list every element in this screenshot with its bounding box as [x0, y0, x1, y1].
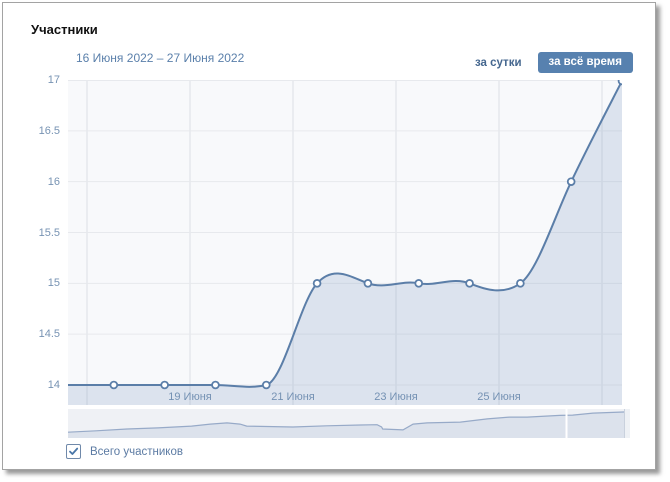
range-navigator[interactable]	[67, 409, 631, 438]
period-toolbar: за сутки за всё время	[473, 52, 633, 73]
per-day-tab[interactable]: за сутки	[473, 53, 524, 73]
total-members-checkbox[interactable]	[66, 444, 81, 459]
data-point[interactable]	[211, 380, 220, 390]
y-tick-label: 14	[47, 379, 60, 391]
data-point[interactable]	[363, 279, 373, 288]
data-point[interactable]	[516, 279, 525, 288]
y-tick-label: 16	[47, 175, 60, 188]
data-point[interactable]	[465, 279, 474, 288]
data-point[interactable]	[312, 279, 322, 288]
y-tick-label: 14.5	[38, 328, 60, 341]
navigator-handle[interactable]	[565, 409, 568, 438]
all-time-tab[interactable]: за всё время	[537, 52, 633, 73]
members-chart-svg	[68, 80, 622, 405]
data-point[interactable]	[414, 279, 424, 288]
data-point[interactable]	[566, 177, 576, 186]
x-tick-label: 23 Июня	[374, 391, 418, 403]
data-point[interactable]	[160, 380, 169, 390]
legend-label: Всего участников	[90, 445, 183, 458]
y-tick-label: 15.5	[38, 226, 60, 239]
date-range-label: 16 Июня 2022 – 27 Июня 2022	[76, 51, 245, 65]
data-point[interactable]	[261, 380, 271, 390]
legend-row: Всего участников	[66, 444, 183, 459]
data-point[interactable]	[617, 80, 622, 86]
stats-card: Участники 16 Июня 2022 – 27 Июня 2022 за…	[2, 2, 656, 470]
members-chart: 19 Июня 21 Июня 23 Июня 25 Июня	[68, 80, 622, 405]
checkmark-icon	[69, 447, 79, 455]
x-tick-label: 25 Июня	[477, 391, 521, 403]
y-tick-label: 15	[47, 277, 60, 290]
range-navigator-svg[interactable]	[67, 409, 631, 438]
navigator-right-handle[interactable]	[624, 409, 631, 438]
x-tick-label: 19 Июня	[168, 391, 212, 403]
page-title: Участники	[31, 22, 98, 37]
x-tick-label: 21 Июня	[271, 391, 315, 403]
y-tick-label: 16.5	[38, 124, 60, 137]
data-point[interactable]	[109, 380, 119, 390]
y-tick-label: 17	[47, 74, 60, 86]
